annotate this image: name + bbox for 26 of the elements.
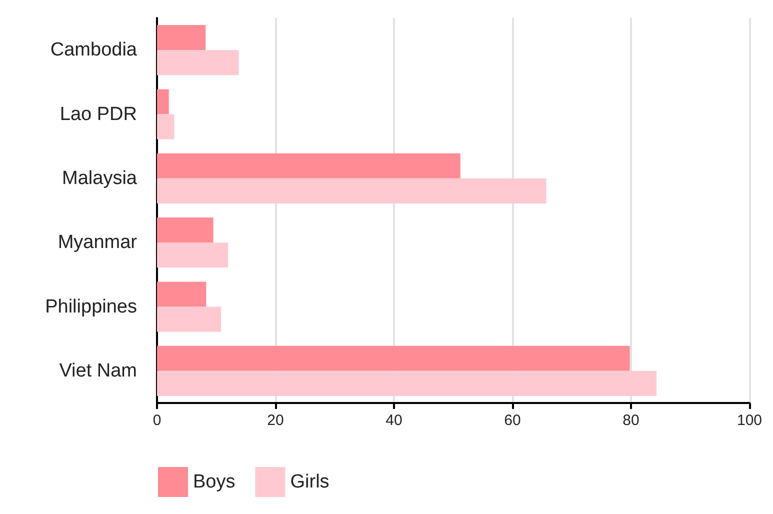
- bar: [157, 218, 214, 243]
- y-tick-label: Viet Nam: [59, 360, 137, 382]
- x-tick-label: 40: [386, 412, 402, 429]
- bar: [157, 153, 460, 178]
- legend-label: Girls: [290, 472, 330, 492]
- bar: [157, 114, 174, 140]
- bar: [157, 50, 239, 76]
- bar: [157, 178, 546, 204]
- x-tick-label: 100: [736, 412, 762, 429]
- bar: [157, 25, 206, 50]
- y-tick-label: Cambodia: [50, 40, 138, 61]
- y-tick-label: Malaysia: [62, 168, 138, 189]
- bar: [157, 306, 221, 332]
- x-tick-label: 20: [267, 412, 284, 429]
- bar: [157, 282, 206, 307]
- x-tick-label: 80: [622, 412, 640, 429]
- x-tick-label: 0: [152, 412, 162, 429]
- y-tick-label: Philippines: [45, 296, 137, 318]
- bar: [157, 89, 169, 114]
- legend-label: Boys: [193, 472, 236, 492]
- bar: [157, 370, 656, 396]
- x-tick-label: 60: [504, 412, 521, 429]
- y-tick-label: Myanmar: [58, 232, 138, 254]
- bar: [157, 242, 228, 268]
- bar: [157, 346, 630, 371]
- y-tick-label: Lao PDR: [60, 104, 137, 125]
